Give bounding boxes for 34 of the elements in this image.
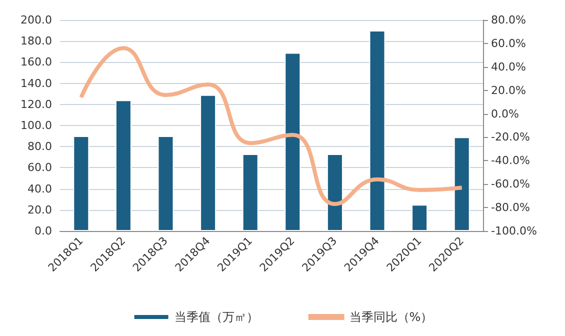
bar xyxy=(158,136,174,231)
y2-tick-label: -100.0% xyxy=(491,224,537,238)
y2-tick-label: -40.0% xyxy=(491,154,530,168)
y-tick-label: 160.0 xyxy=(20,56,52,69)
y-tick-label: 80.0 xyxy=(28,140,52,154)
legend-label: 当季同比（%） xyxy=(349,310,433,324)
y2-tick-label: 0.0% xyxy=(491,107,519,120)
y2-tick-label: 60.0% xyxy=(491,36,526,50)
bar xyxy=(200,94,216,231)
y2-tick-label: -60.0% xyxy=(491,178,530,191)
y-tick-label: 60.0 xyxy=(28,161,52,174)
y-tick-label: 120.0 xyxy=(20,98,52,111)
bar xyxy=(115,100,132,231)
bar xyxy=(73,136,90,231)
bar xyxy=(284,52,301,231)
bar xyxy=(412,204,428,231)
bar xyxy=(242,154,258,231)
line-series xyxy=(79,46,464,206)
y2-tick-label: 40.0% xyxy=(491,60,526,74)
bar xyxy=(369,30,386,231)
y-tick-label: 20.0 xyxy=(28,203,52,216)
y-tick-label: 0.0 xyxy=(34,224,52,238)
y-tick-label: 40.0 xyxy=(28,182,52,196)
y2-tick-label: -20.0% xyxy=(491,130,530,144)
legend-label: 当季值（万㎡） xyxy=(174,310,258,324)
y-tick-label: 180.0 xyxy=(20,34,52,48)
y-tick-label: 200.0 xyxy=(20,14,52,26)
y2-tick-label: 80.0% xyxy=(491,14,526,26)
y2-tick-label: 20.0% xyxy=(491,84,526,97)
y-tick-label: 140.0 xyxy=(20,76,52,90)
y-tick-label: 100.0 xyxy=(20,119,52,132)
bar xyxy=(454,137,470,231)
bar xyxy=(326,154,343,231)
y2-tick-label: -80.0% xyxy=(491,201,530,214)
